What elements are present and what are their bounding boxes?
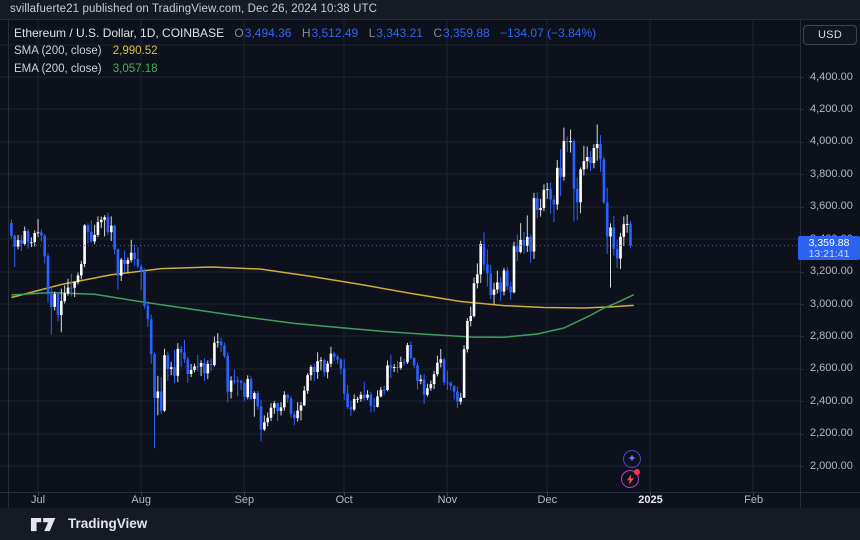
open-value: 3,494.36 — [244, 26, 292, 40]
time-tick-label: Oct — [335, 494, 353, 506]
pane-left-border — [8, 19, 9, 508]
time-tick-label: Sep — [234, 494, 255, 506]
open-label: O — [234, 26, 244, 40]
lightning-reaction-button[interactable] — [621, 469, 640, 488]
change-value: −134.07 (−3.84%) — [500, 26, 597, 40]
price-tick-mark — [800, 271, 804, 273]
sma-value: 2,990.52 — [112, 45, 158, 57]
sma-label: SMA (200, close) — [14, 45, 102, 57]
lightning-bolt-icon — [626, 473, 634, 485]
price-tick-mark — [800, 401, 804, 403]
tradingview-brand[interactable]: TradingView — [68, 516, 148, 531]
low-label: L — [368, 26, 376, 40]
time-tick-mark — [547, 492, 548, 496]
time-tick-label: Nov — [437, 494, 458, 506]
price-tick-label: 2,400.00 — [810, 394, 853, 407]
time-tick-mark — [650, 492, 651, 496]
price-axis: 4,400.00 4,200.00 4,000.00 3,800.00 3,600.00… — [800, 19, 860, 492]
price-tick-label: 2,200.00 — [810, 427, 853, 440]
low-value: 3,343.21 — [376, 26, 423, 40]
price-tick-mark — [800, 336, 804, 338]
sparkle-reaction-button[interactable]: ✦ — [623, 450, 641, 468]
attribution-bar: svillafuerte21 published on TradingView.… — [0, 0, 860, 19]
time-tick-mark — [141, 492, 142, 496]
close-value: 3,359.88 — [442, 26, 490, 40]
high-label: H — [301, 26, 311, 40]
price-tick-label: 4,200.00 — [810, 102, 853, 115]
close-label: C — [433, 26, 442, 40]
price-tick-mark — [800, 466, 804, 468]
time-tick-mark — [447, 492, 448, 496]
price-tick-label: 2,600.00 — [810, 362, 853, 375]
price-tick-mark — [800, 304, 804, 305]
chart-legend: Ethereum / U.S. Dollar, 1D, COINBASE O3,… — [14, 24, 596, 78]
attribution-text: svillafuerte21 published on TradingView.… — [10, 3, 378, 15]
time-axis: Jul Aug Sep Oct Nov Dec 2025 Feb — [0, 492, 860, 508]
price-tick-mark — [800, 77, 804, 78]
price-tick-mark — [800, 141, 804, 143]
price-tick-mark — [800, 109, 804, 111]
ema-legend-row: EMA (200, close) 3,057.18 — [14, 60, 596, 78]
price-tick-label: 3,800.00 — [810, 167, 853, 180]
price-tick-label: 3,600.00 — [810, 200, 853, 213]
price-tick-mark — [800, 433, 804, 435]
time-tick-label: Feb — [744, 494, 764, 506]
last-price-label: 3,359.88 13:21:41 — [798, 236, 860, 260]
ema-value: 3,057.18 — [112, 63, 158, 75]
sma-legend-row: SMA (200, close) 2,990.52 — [14, 42, 596, 60]
price-tick-label: 4,400.00 — [810, 70, 853, 83]
header-divider — [0, 19, 860, 20]
price-tick-mark — [800, 206, 804, 208]
time-tick-mark — [244, 492, 245, 496]
price-tick-mark — [800, 368, 804, 370]
price-tick-label: 2,800.00 — [810, 329, 853, 342]
bar-countdown: 13:21:41 — [808, 248, 850, 260]
price-tick-label: 2,000.00 — [810, 459, 853, 472]
time-tick-mark — [753, 492, 754, 496]
high-value: 3,512.49 — [311, 26, 359, 40]
notification-dot — [634, 469, 640, 475]
price-tick-label: 3,200.00 — [810, 265, 853, 277]
tradingview-logo-icon[interactable] — [30, 517, 60, 532]
currency-button[interactable]: USD — [803, 25, 857, 45]
last-price-value: 3,359.88 — [808, 237, 850, 249]
sparkle-icon: ✦ — [627, 452, 637, 465]
price-chart-canvas[interactable] — [0, 19, 800, 492]
symbol-legend-row: Ethereum / U.S. Dollar, 1D, COINBASE O3,… — [14, 24, 596, 42]
footer-bar: TradingView — [0, 508, 860, 540]
time-tick-label: Jul — [30, 494, 46, 506]
time-tick-label: Aug — [131, 494, 151, 506]
price-tick-label: 3,000.00 — [810, 297, 853, 310]
time-tick-label: 2025 — [638, 494, 663, 506]
time-tick-mark — [38, 492, 39, 496]
pane-bottom-border — [0, 492, 860, 493]
ema-label: EMA (200, close) — [14, 63, 102, 75]
time-tick-mark — [344, 492, 345, 496]
price-tick-label: 4,000.00 — [810, 135, 853, 148]
symbol-title: Ethereum / U.S. Dollar, 1D, COINBASE — [14, 26, 225, 40]
time-tick-label: Dec — [537, 494, 558, 506]
price-tick-mark — [800, 174, 804, 176]
price-axis-border — [800, 19, 801, 508]
